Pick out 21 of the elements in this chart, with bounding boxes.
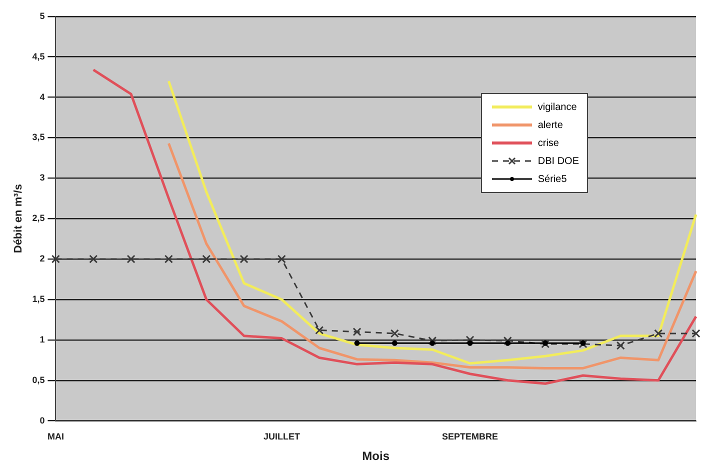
y-tick-label: 0,5 <box>32 374 45 385</box>
y-axis-title: Débit en m³/s <box>12 184 25 254</box>
legend-label: crise <box>538 138 559 148</box>
y-tick-label: 1,5 <box>32 294 45 304</box>
y-tick-label: 5 <box>40 10 45 21</box>
x-tick-label: SEPTEMBRE <box>442 432 498 442</box>
x-tick-label: JUILLET <box>263 432 300 442</box>
legend-label: alerte <box>538 120 563 130</box>
y-tick-label: 4 <box>40 92 45 102</box>
y-tick-label: 2,5 <box>32 213 45 224</box>
y-tick-label: 1 <box>40 334 45 344</box>
legend-label: DBI DOE <box>538 156 579 166</box>
y-tick-label: 4,5 <box>32 51 45 62</box>
y-tick-label: 0 <box>40 415 45 426</box>
x-tick-label: MAI <box>47 432 64 442</box>
legend-label: vigilance <box>538 102 577 112</box>
legend-label: Série5 <box>538 174 567 184</box>
y-tick-label: 3 <box>40 172 45 183</box>
y-tick-label: 3,5 <box>32 132 45 142</box>
x-axis-title: Mois <box>362 449 390 464</box>
y-tick-label: 2 <box>40 254 45 264</box>
